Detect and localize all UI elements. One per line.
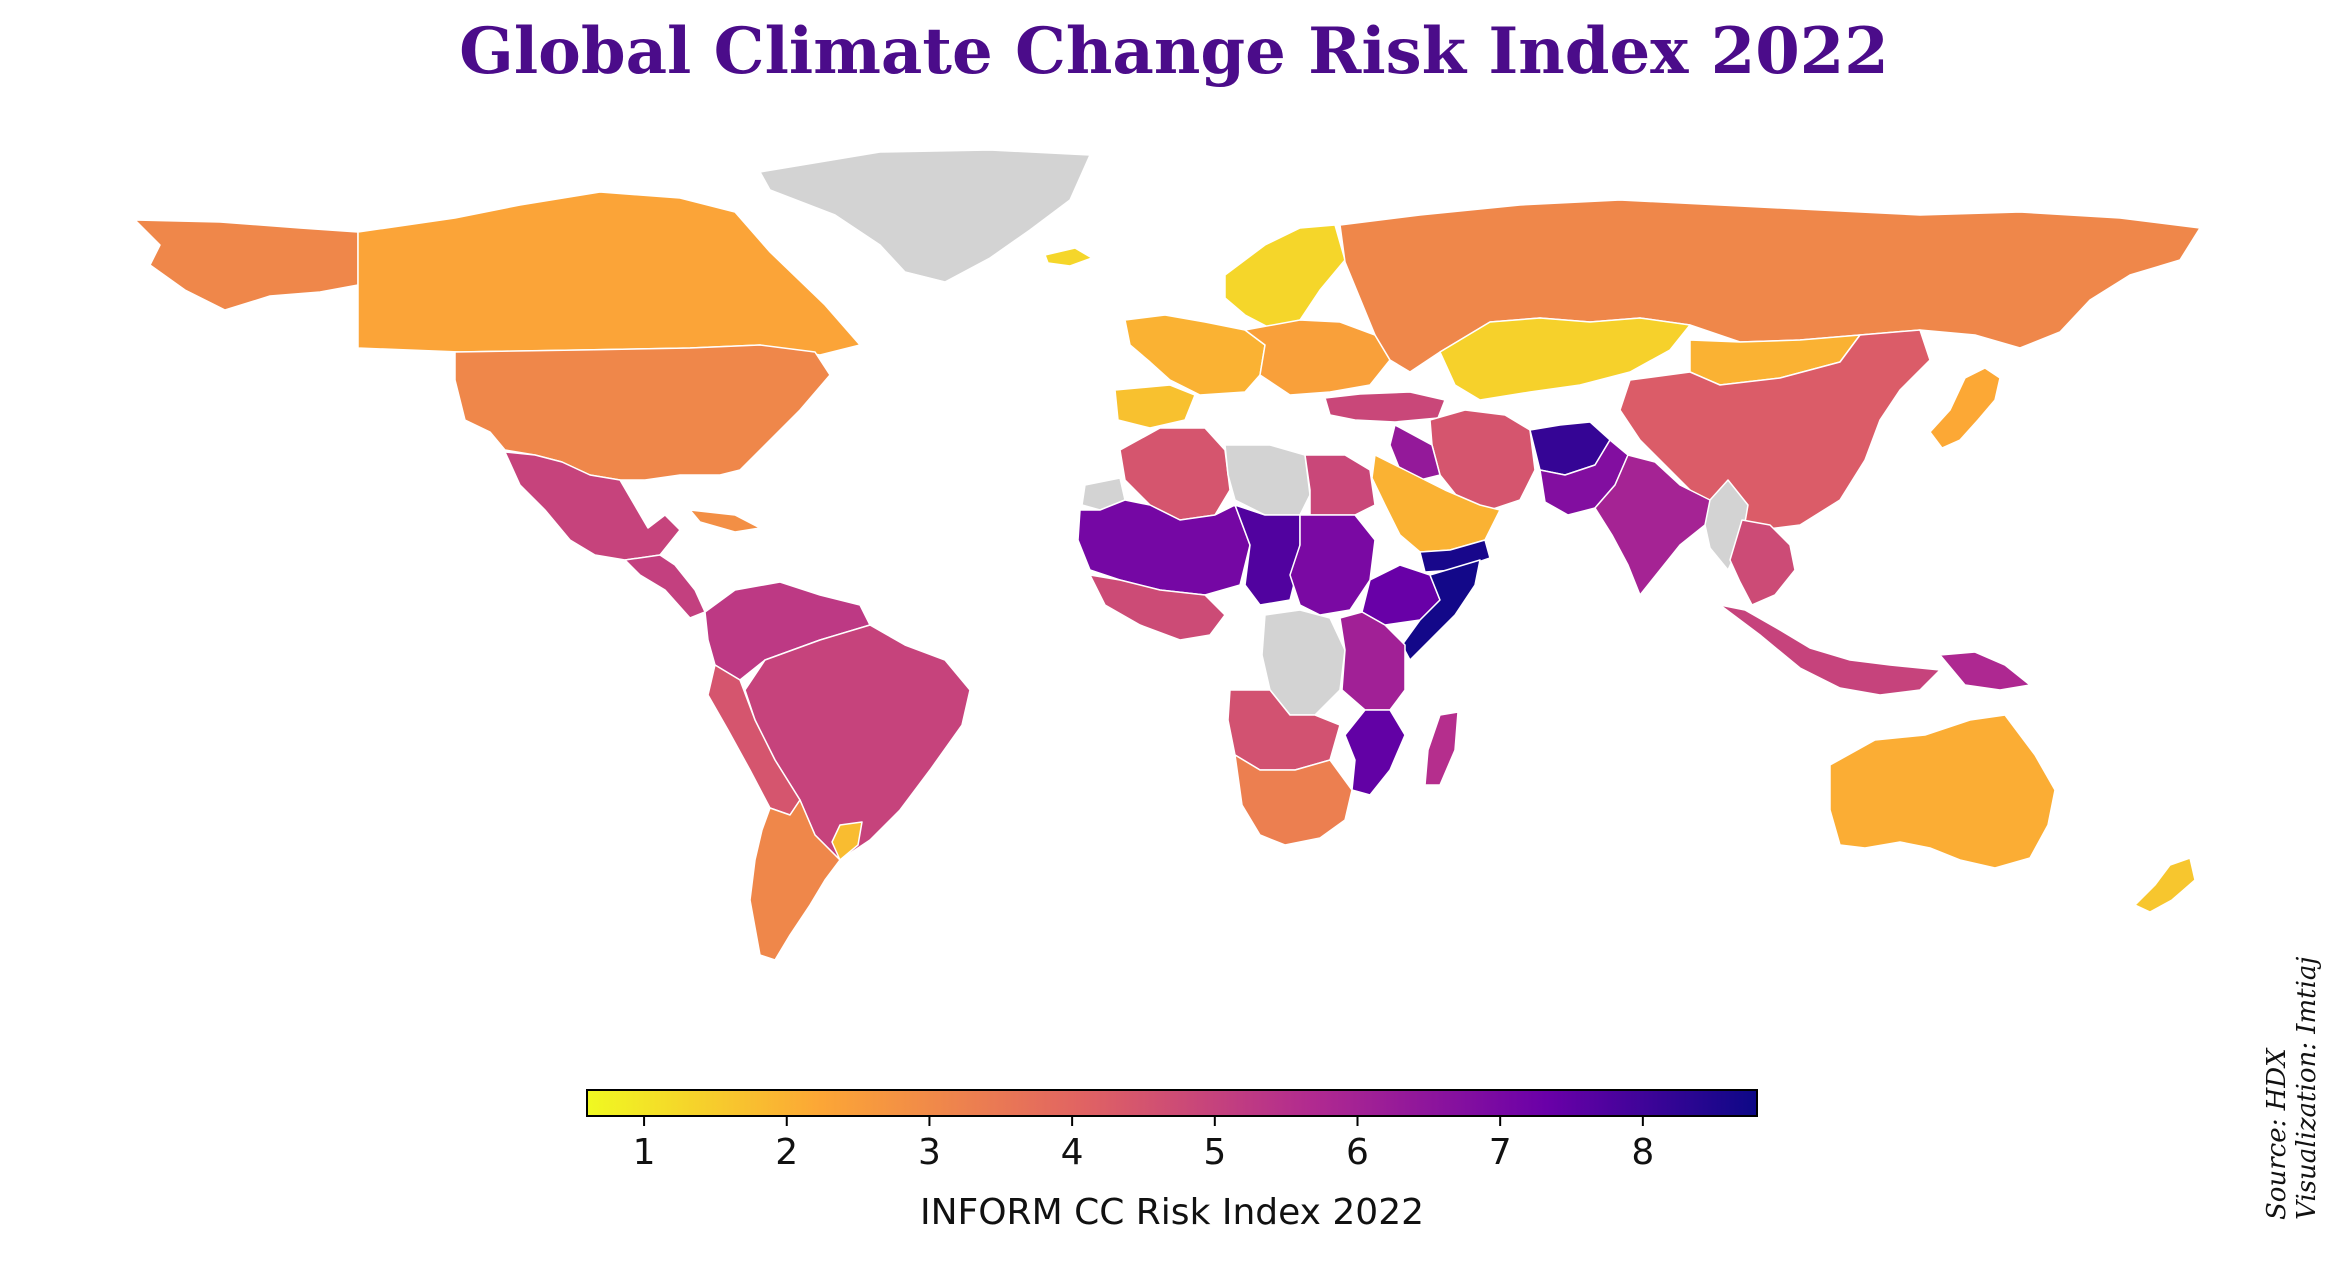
region-canada: [357, 191, 861, 356]
colorbar-tick-label: 1: [633, 1132, 656, 1173]
region-east-africa: [1339, 611, 1406, 711]
region-southeast-asia: [1729, 519, 1796, 606]
colorbar-tick-label: 8: [1631, 1132, 1654, 1173]
colorbar-tick-label: 6: [1346, 1132, 1369, 1173]
region-madagascar: [1424, 711, 1459, 786]
colorbar-tick-label: 2: [775, 1132, 798, 1173]
region-central-america: [624, 554, 706, 619]
region-libya: [1224, 444, 1311, 516]
region-sudan: [1289, 514, 1376, 616]
colorbar-tick-label: 7: [1489, 1132, 1512, 1173]
region-western-europe: [1124, 314, 1266, 396]
map-title: Global Climate Change Risk Index 2022: [459, 14, 1889, 89]
region-caribbean: [689, 509, 761, 533]
region-southern-africa: [1234, 754, 1353, 846]
region-iberia: [1114, 384, 1196, 429]
region-egypt: [1304, 454, 1376, 516]
region-iceland: [1044, 247, 1093, 267]
colorbar-label: INFORM CC Risk Index 2022: [919, 1192, 1425, 1233]
region-gulf-of-guinea: [1089, 574, 1226, 641]
region-new-zealand: [2134, 857, 2196, 913]
region-greenland: [759, 149, 1091, 283]
region-uruguay: [831, 821, 863, 861]
region-somalia: [1401, 559, 1481, 661]
colorbar-ticks: 1 2 3 4 5 6 7 8: [633, 1116, 1654, 1173]
region-australia: [1829, 714, 2056, 869]
region-dr-congo: [1261, 609, 1346, 716]
region-korea-japan: [1929, 367, 2001, 449]
colorbar-tick-label: 3: [918, 1132, 941, 1173]
credits: Source: HDX Visualization: Imtiaj: [2262, 957, 2322, 1221]
visualization-credit: Visualization: Imtiaj: [2292, 956, 2322, 1221]
region-morocco-algeria: [1119, 427, 1231, 521]
colorbar: 1 2 3 4 5 6 7 8: [586, 1089, 1758, 1173]
region-argentina-chile: [749, 799, 841, 961]
region-kazakhstan: [1439, 317, 1691, 401]
colorbar-tick-label: 4: [1061, 1132, 1084, 1173]
region-alaska: [134, 219, 359, 311]
region-chad: [1234, 504, 1301, 606]
region-united-states: [454, 344, 831, 481]
source-credit: Source: HDX: [2262, 1048, 2292, 1220]
region-indonesia: [1719, 604, 1941, 696]
region-papua-new-guinea: [1939, 651, 2031, 691]
region-eastern-europe: [1244, 319, 1391, 396]
region-turkey: [1324, 391, 1446, 423]
colorbar-tick-label: 5: [1203, 1132, 1226, 1173]
region-scandinavia: [1224, 224, 1346, 329]
region-mexico: [504, 451, 681, 561]
region-mozambique: [1344, 709, 1406, 796]
region-china: [1619, 329, 1931, 531]
colorbar-gradient: [586, 1089, 1758, 1117]
